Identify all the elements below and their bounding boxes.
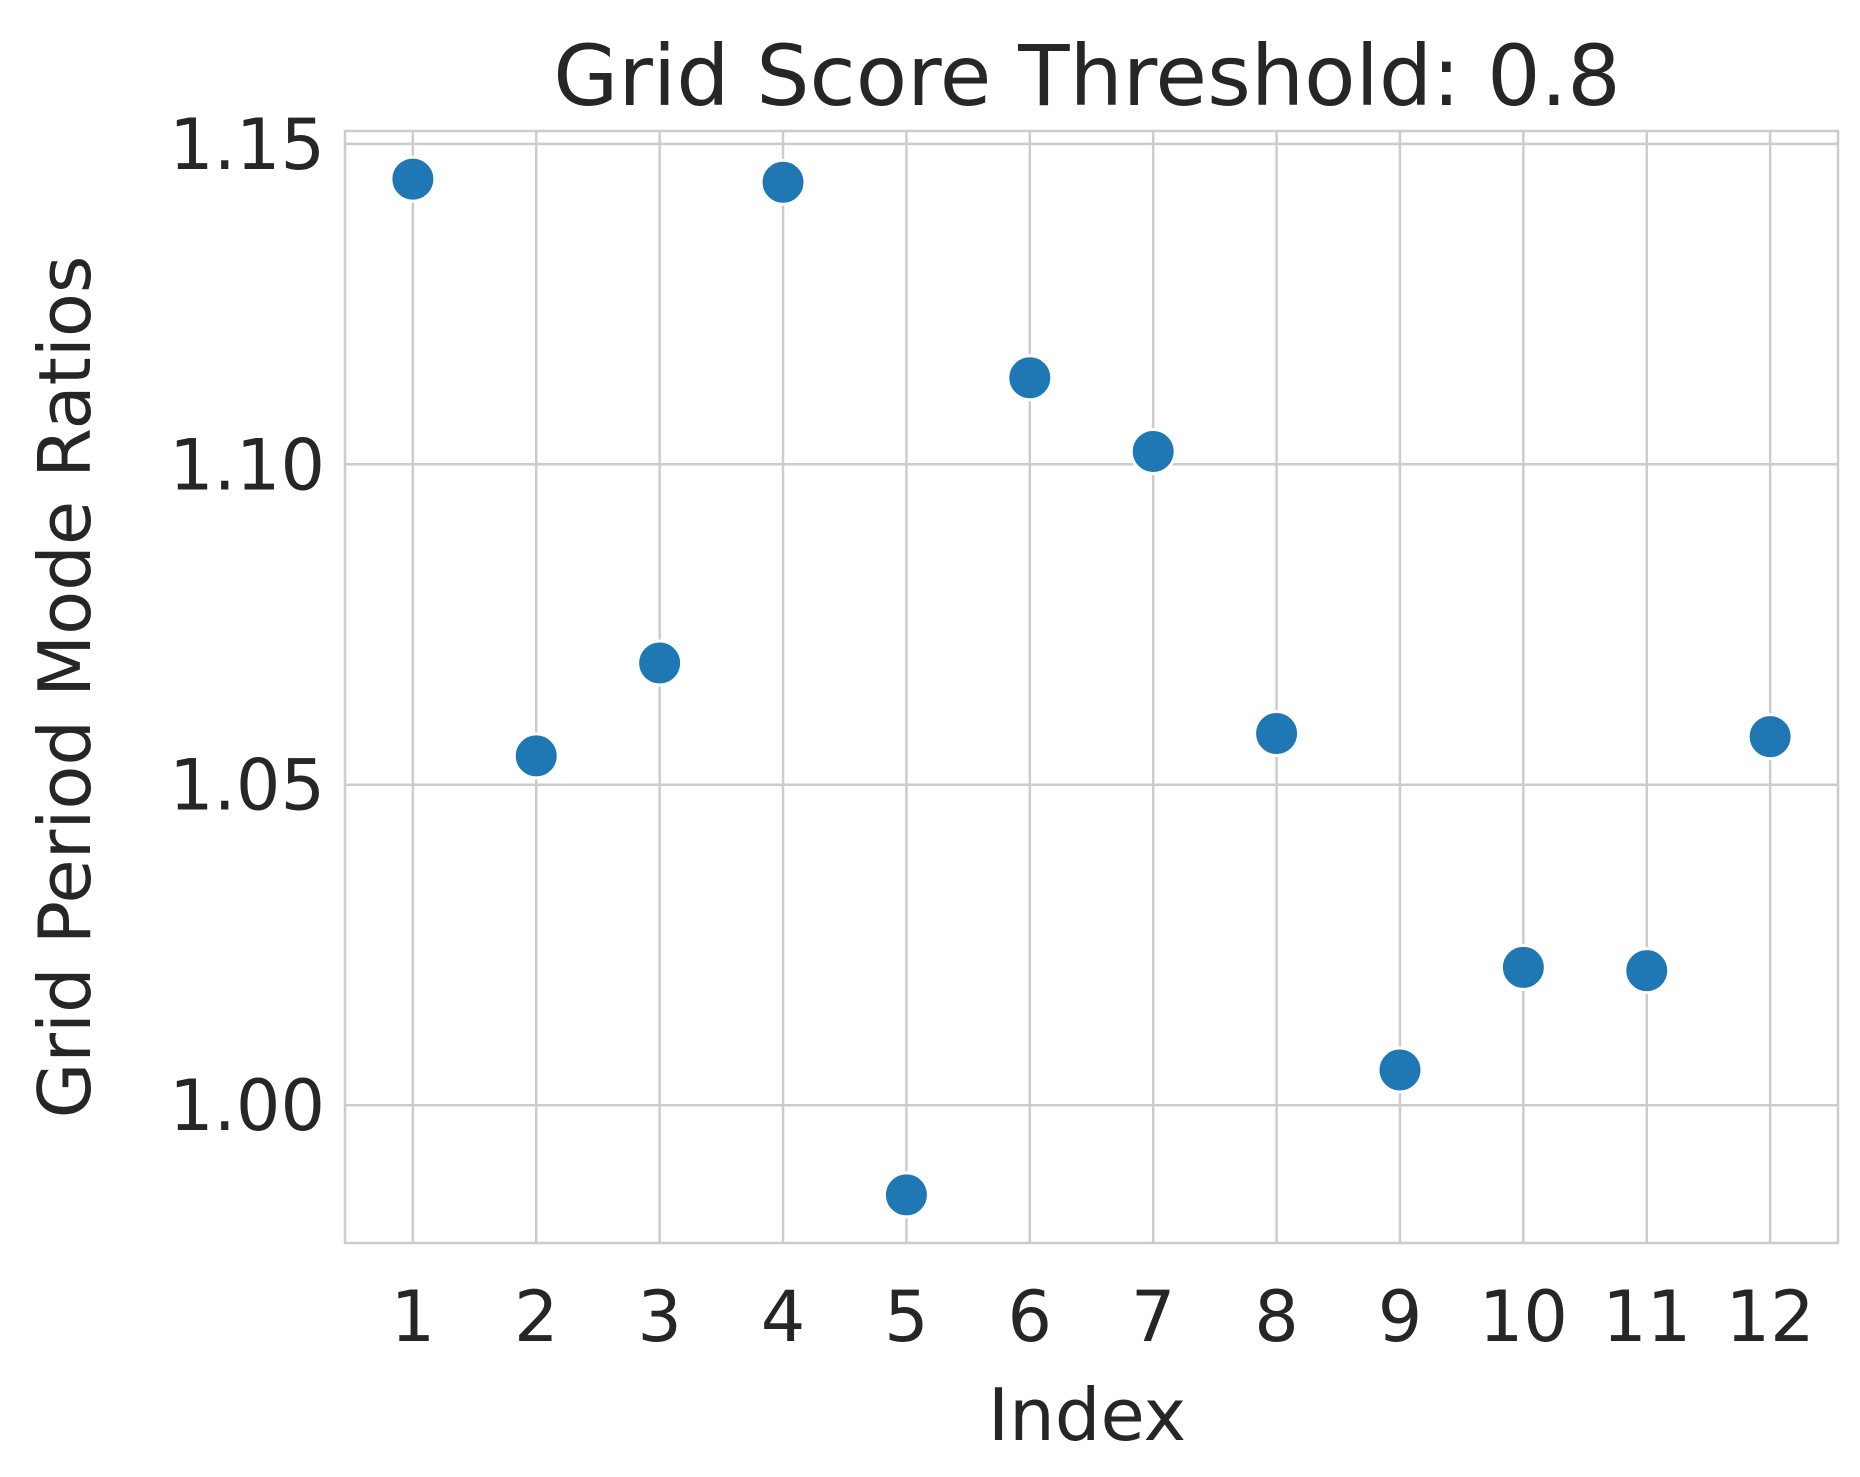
data-point (1623, 947, 1671, 995)
y-tick-label: 1.00 (169, 1065, 325, 1147)
x-tick-label: 6 (1008, 1276, 1053, 1358)
data-point (389, 155, 437, 203)
x-tick-label: 7 (1131, 1276, 1176, 1358)
data-point (1499, 943, 1547, 991)
y-tick-label: 1.15 (169, 104, 325, 186)
data-points (389, 155, 1794, 1219)
data-point (636, 639, 684, 687)
x-tick-label: 3 (637, 1276, 682, 1358)
y-tick-label: 1.05 (169, 745, 325, 827)
x-tick-label: 8 (1254, 1276, 1299, 1358)
data-point (1253, 709, 1301, 757)
x-tick-label: 12 (1726, 1276, 1815, 1358)
data-point (1376, 1046, 1424, 1094)
data-point (759, 158, 807, 206)
x-tick-label: 2 (514, 1276, 559, 1358)
x-tick-label: 10 (1479, 1276, 1568, 1358)
x-tick-label: 4 (761, 1276, 806, 1358)
grid-layer (345, 131, 1838, 1243)
x-tick-label: 1 (391, 1276, 436, 1358)
data-point (512, 732, 560, 780)
plot-frame (343, 129, 1840, 1245)
y-tick-label: 1.10 (169, 424, 325, 506)
y-axis-label: Grid Period Mode Ratios (23, 256, 107, 1119)
data-point (1006, 354, 1054, 402)
x-axis-label: Index (988, 1373, 1186, 1457)
data-point (1746, 713, 1794, 761)
x-tick-label: 11 (1602, 1276, 1691, 1358)
data-point (882, 1171, 930, 1219)
x-tick-label: 5 (884, 1276, 929, 1358)
chart-title: Grid Score Threshold: 0.8 (553, 27, 1621, 125)
x-tick-label: 9 (1378, 1276, 1423, 1358)
data-point (1129, 427, 1177, 475)
x-tick-labels: 1 2 3 4 5 6 7 8 9 10 11 12 (391, 1276, 1815, 1358)
y-tick-labels: 1.00 1.05 1.10 1.15 (169, 104, 325, 1147)
